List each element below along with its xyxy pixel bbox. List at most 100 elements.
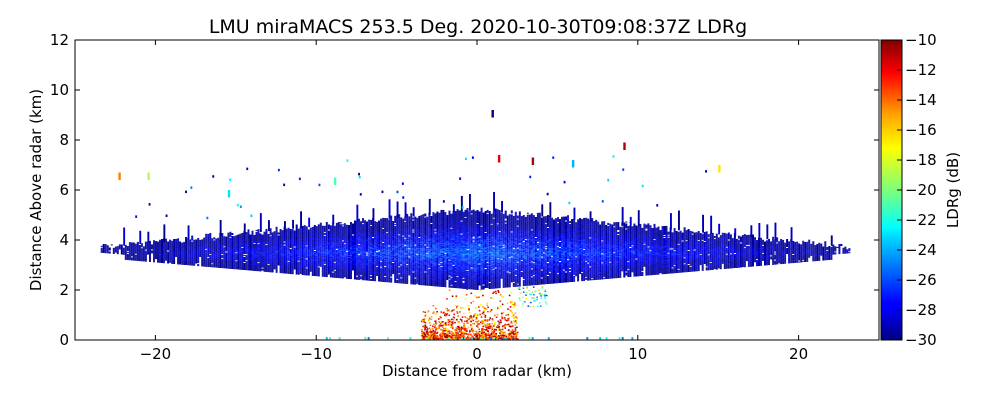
ldr-cell xyxy=(291,248,294,250)
ldr-cell xyxy=(247,264,250,266)
ldr-cell xyxy=(219,255,222,256)
ldr-cell xyxy=(325,238,328,240)
ldr-cell xyxy=(132,252,135,254)
ldr-cell xyxy=(227,265,230,267)
ldr-cell xyxy=(221,237,224,239)
ldr-cell xyxy=(140,252,143,254)
ldr-cell xyxy=(384,264,387,266)
ldr-cell xyxy=(271,251,274,253)
ldr-cell xyxy=(275,255,278,257)
ldr-cell xyxy=(341,276,344,278)
ldr-cell xyxy=(285,229,288,231)
ldr-cell xyxy=(364,221,366,223)
ldr-cell xyxy=(213,248,216,250)
ldr-cell xyxy=(339,255,342,257)
ldr-cell xyxy=(263,243,266,245)
ldr-cell xyxy=(203,261,206,263)
ldr-cell xyxy=(376,223,379,225)
ldr-cell xyxy=(360,254,362,256)
ldr-cell xyxy=(203,258,206,260)
ldr-cell xyxy=(337,246,340,248)
ldr-cell xyxy=(335,268,338,270)
ldr-cell xyxy=(213,265,216,267)
ldr-cell xyxy=(104,248,107,250)
ldr-cell xyxy=(255,262,258,264)
ldr-cell xyxy=(370,233,373,235)
ldr-cell xyxy=(352,249,354,251)
ldr-cell xyxy=(337,250,340,252)
ldr-cell xyxy=(337,233,340,235)
ldr-cell xyxy=(179,242,182,244)
ldr-cell xyxy=(195,255,198,257)
ldr-cell xyxy=(297,271,300,273)
ldr-cell xyxy=(380,241,383,243)
ldr-cell xyxy=(311,236,314,238)
ldr-cell xyxy=(229,238,232,240)
ldr-cell xyxy=(366,274,368,276)
ldr-cell xyxy=(354,234,356,236)
ldr-cell xyxy=(257,256,260,258)
ldr-cell xyxy=(374,260,377,262)
ldr-cell xyxy=(345,240,348,242)
ldr-cell xyxy=(167,242,170,244)
ldr-cell xyxy=(221,253,224,255)
ldr-cell xyxy=(382,245,385,247)
ldr-cell xyxy=(215,265,218,267)
ldr-cell xyxy=(193,239,196,241)
ldr-cell xyxy=(356,274,358,276)
ldr-cell xyxy=(307,274,310,276)
ldr-cell xyxy=(297,258,300,260)
ldr-cell xyxy=(307,257,310,259)
ldr-cell xyxy=(345,230,348,232)
ldr-cell xyxy=(209,253,212,255)
ldr-cell xyxy=(325,272,328,274)
ldr-cell xyxy=(187,252,190,254)
ldr-cell xyxy=(325,246,328,248)
ldr-cell xyxy=(157,244,159,246)
ldr-cell xyxy=(159,252,161,254)
ldr-cell xyxy=(167,249,170,251)
ldr-cell xyxy=(241,249,244,251)
ldr-cell xyxy=(181,245,184,247)
ldr-cell xyxy=(366,236,368,238)
ldr-cell xyxy=(354,260,356,262)
ldr-cell xyxy=(130,251,133,253)
ldr-cell xyxy=(205,243,208,245)
ldr-cell xyxy=(161,262,163,263)
ldr-cell xyxy=(370,247,373,249)
ldr-cell xyxy=(368,257,371,259)
ldr-cell xyxy=(364,233,366,235)
ldr-cell xyxy=(374,261,377,263)
ldr-cell xyxy=(323,265,326,267)
ldr-cell xyxy=(241,265,244,267)
ldr-cell xyxy=(368,250,371,252)
ldr-cell xyxy=(339,252,342,254)
ldr-cell xyxy=(356,250,358,252)
ldr-cell xyxy=(362,224,364,226)
ldr-cell xyxy=(317,245,320,247)
ldr-cell xyxy=(333,234,336,236)
ldr-cell xyxy=(305,272,308,274)
ldr-cell xyxy=(159,255,161,257)
ldr-cell xyxy=(311,258,314,260)
ldr-cell xyxy=(382,274,385,276)
ldr-cell xyxy=(362,245,364,247)
ldr-cell xyxy=(201,263,204,265)
ldr-cell xyxy=(229,246,232,248)
ldr-cell xyxy=(136,249,139,251)
ldr-cell xyxy=(134,249,137,251)
ldr-cell xyxy=(287,237,290,239)
ldr-cell xyxy=(287,265,290,267)
ldr-cell xyxy=(275,269,278,271)
ldr-cell xyxy=(382,224,385,226)
ldr-cell xyxy=(321,266,324,268)
ldr-cell xyxy=(199,240,202,242)
ldr-cell xyxy=(356,273,358,275)
ldr-cell xyxy=(374,264,377,266)
ldr-cell xyxy=(354,223,356,225)
ldr-cell xyxy=(185,258,188,259)
ldr-cell xyxy=(142,248,145,250)
ldr-cell xyxy=(235,249,238,251)
ldr-cell xyxy=(237,253,240,255)
ldr-cell xyxy=(335,224,338,226)
